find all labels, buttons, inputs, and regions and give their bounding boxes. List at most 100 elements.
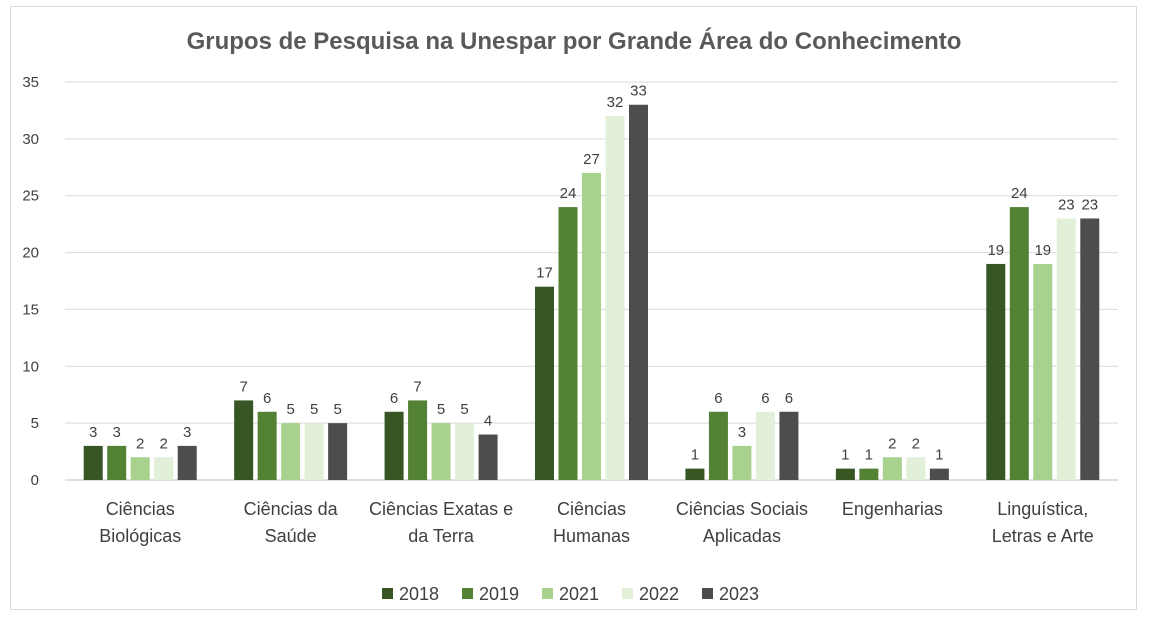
category-label: Humanas: [553, 526, 630, 546]
bar-2018: [986, 263, 1006, 480]
bar-2021: [431, 423, 451, 480]
category-label: Ciências: [106, 499, 175, 519]
data-label: 33: [630, 83, 647, 100]
data-label: 3: [738, 424, 746, 441]
y-tick-label: 5: [31, 415, 39, 432]
data-label: 1: [935, 447, 943, 464]
bar-2021: [1033, 263, 1053, 480]
bar-2019: [859, 468, 879, 480]
data-label: 27: [583, 151, 600, 168]
data-label: 5: [310, 401, 318, 418]
category-label: Ciências Sociais: [676, 499, 808, 519]
category-label: Biológicas: [99, 526, 181, 546]
bar-2019: [558, 207, 578, 481]
legend-label: 2021: [559, 584, 599, 604]
bar-2018: [835, 468, 855, 480]
data-label: 6: [761, 390, 769, 407]
bar-2022: [154, 457, 174, 480]
bar-2019: [708, 411, 728, 480]
bar-2021: [281, 423, 301, 480]
data-label: 1: [841, 447, 849, 464]
data-label: 3: [89, 424, 97, 441]
bar-2021: [582, 172, 601, 480]
bar-2019: [257, 411, 277, 480]
legend-label: 2019: [479, 584, 519, 604]
bar-2018: [234, 400, 254, 480]
bar-2023: [1080, 218, 1100, 480]
legend-label: 2018: [399, 584, 439, 604]
category-label: Ciências da: [244, 499, 339, 519]
data-label: 6: [785, 390, 793, 407]
chart-title: Grupos de Pesquisa na Unespar por Grande…: [187, 27, 962, 55]
legend-swatch-2023: [702, 588, 713, 599]
category-label: Aplicadas: [703, 526, 781, 546]
data-label: 24: [560, 185, 577, 202]
category-label: Ciências Exatas e: [369, 499, 513, 519]
y-tick-label: 20: [22, 245, 39, 262]
data-label: 19: [987, 242, 1004, 259]
bar-2019: [1009, 207, 1029, 481]
bar-2019: [107, 445, 127, 480]
bars: [83, 104, 1100, 481]
data-label: 23: [1081, 196, 1098, 213]
bar-chart: Grupos de Pesquisa na Unespar por Grande…: [22, 27, 1118, 604]
data-label: 1: [865, 447, 873, 464]
legend-swatch-2021: [542, 588, 553, 599]
bar-2023: [328, 423, 348, 480]
legend-label: 2022: [639, 584, 679, 604]
data-label: 7: [239, 378, 247, 395]
data-label: 5: [460, 401, 468, 418]
legend-label: 2023: [719, 584, 759, 604]
bar-2022: [455, 423, 475, 480]
category-label: da Terra: [408, 526, 475, 546]
y-tick-label: 15: [22, 301, 39, 318]
bar-2023: [779, 411, 799, 480]
data-label: 6: [263, 390, 271, 407]
data-label: 2: [888, 435, 896, 452]
y-tick-label: 25: [22, 188, 39, 205]
legend-swatch-2018: [382, 588, 393, 599]
data-label: 2: [160, 435, 168, 452]
bar-2018: [685, 468, 705, 480]
data-label: 3: [183, 424, 191, 441]
data-label: 17: [536, 265, 553, 282]
category-label: Linguística,: [997, 499, 1088, 519]
category-label: Ciências: [557, 499, 626, 519]
bar-2022: [304, 423, 324, 480]
bar-2021: [732, 445, 752, 480]
category-label: Letras e Arte: [992, 526, 1094, 546]
y-tick-label: 10: [22, 358, 39, 375]
legend-swatch-2022: [622, 588, 633, 599]
data-label: 32: [607, 94, 624, 111]
bar-2022: [1056, 218, 1076, 480]
data-label: 24: [1011, 185, 1028, 202]
category-label: Saúde: [265, 526, 317, 546]
bar-2019: [408, 400, 428, 480]
data-label: 2: [136, 435, 144, 452]
category-label: Engenharias: [842, 499, 943, 519]
bar-2021: [882, 457, 902, 480]
bar-2018: [384, 411, 404, 480]
data-label: 5: [333, 401, 341, 418]
data-label: 6: [714, 390, 722, 407]
y-tick-label: 30: [22, 131, 39, 148]
data-label: 7: [413, 378, 421, 395]
chart-frame: Grupos de Pesquisa na Unespar por Grande…: [10, 6, 1137, 610]
bar-2023: [177, 445, 197, 480]
y-tick-label: 35: [22, 74, 39, 91]
data-label: 6: [390, 390, 398, 407]
data-label: 4: [484, 413, 492, 430]
data-label: 5: [437, 401, 445, 418]
data-label: 19: [1034, 242, 1051, 259]
y-axis-tick-labels: 0 5 10 15 20 25 30 35: [22, 74, 39, 489]
bar-2023: [629, 104, 648, 480]
bar-2022: [755, 411, 775, 480]
bar-2018: [535, 286, 554, 480]
data-label: 1: [691, 447, 699, 464]
bar-2018: [83, 445, 103, 480]
bar-2021: [130, 457, 150, 480]
bar-2022: [906, 457, 926, 480]
bar-2023: [929, 468, 949, 480]
data-label: 3: [113, 424, 121, 441]
